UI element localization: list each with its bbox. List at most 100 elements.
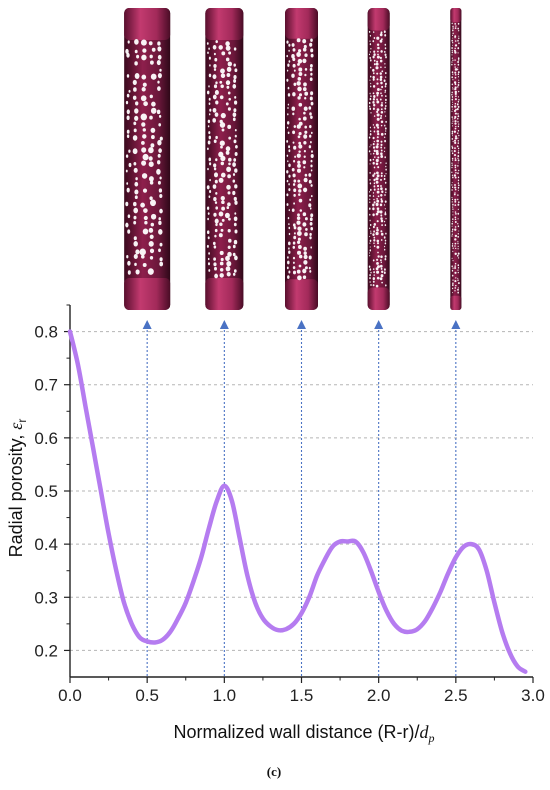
pore [454,226,457,228]
pore [373,149,376,153]
pore [293,226,297,230]
pore [228,51,232,55]
pore [454,218,457,221]
pore [309,96,313,101]
pore [125,48,129,54]
pore [381,224,383,227]
pore [454,71,457,74]
pore [310,153,314,159]
pore [149,180,154,185]
pore [374,156,376,158]
pore [457,132,459,135]
pore [384,82,387,86]
pore [302,47,307,52]
pore [451,150,453,152]
pore [373,59,376,62]
pore [126,52,130,58]
pore [296,52,301,57]
pore [372,124,375,126]
pore [455,213,457,215]
pore [372,161,375,165]
pore [455,247,457,250]
pore [384,127,387,130]
pore [385,162,387,165]
pore [451,198,453,201]
pore [298,93,303,97]
pore [369,171,371,174]
pore [232,112,237,118]
pore [372,259,375,262]
pore [227,229,231,233]
pore [452,259,454,262]
pore [456,108,459,111]
pore [157,41,161,46]
pore [220,68,225,74]
pore [298,49,302,53]
pore [133,167,138,173]
pore [304,130,308,134]
pore [454,164,457,167]
pore [385,95,387,98]
pore [452,292,454,294]
pore [149,248,155,254]
pore [384,147,386,149]
pore [376,55,380,59]
pore [297,86,302,92]
pore [135,177,138,181]
pore [451,274,454,277]
pore [297,183,303,189]
y-axis-title: Radial porosity, εr [6,419,29,558]
pore [228,97,231,101]
pore [140,39,147,46]
pore [385,232,387,235]
pore [207,119,211,124]
cylinder-top-cap [205,8,244,40]
pore [224,212,230,219]
pore [376,207,380,211]
pore [451,196,453,199]
pore [303,141,307,145]
pore [292,112,295,116]
pore [368,265,371,268]
pore [157,160,161,165]
cylinder-top-cap [450,8,462,23]
pore [379,98,382,101]
pore [293,188,297,193]
pore [375,62,379,66]
pore [384,124,386,127]
pore [228,136,232,140]
pore [380,230,383,233]
pore [207,51,209,55]
pore [451,174,453,176]
pore [379,277,383,281]
pore [207,140,211,145]
pore [133,87,137,92]
pore [309,42,313,47]
pore [149,196,153,201]
pore [143,208,148,213]
pore [297,179,301,183]
pore [309,67,313,72]
pore [372,195,375,197]
pore [376,113,380,117]
pore [214,201,218,204]
pore [298,117,301,121]
pore [207,147,209,151]
pore [310,91,314,96]
pore [309,198,312,202]
pore [451,171,453,174]
pore [451,269,454,272]
pore [369,268,372,271]
pore [385,115,387,117]
pore [288,43,291,47]
pore [293,82,297,87]
pore [375,267,379,271]
pore [369,34,372,37]
pore [451,22,453,25]
pore [457,57,460,60]
pore [292,63,296,68]
pore [298,72,303,76]
pore [309,134,312,138]
pore [455,108,457,111]
pore [452,267,454,269]
